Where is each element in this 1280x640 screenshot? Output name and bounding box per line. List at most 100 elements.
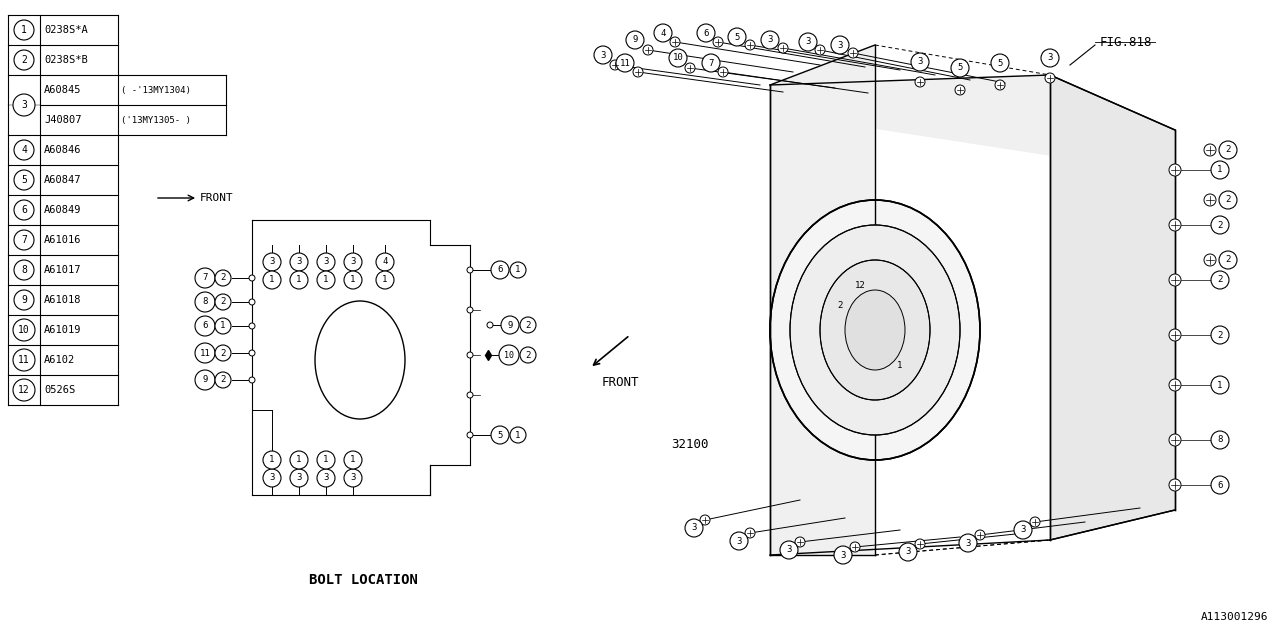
Text: 1: 1 (516, 431, 521, 440)
Text: 2: 2 (525, 321, 531, 330)
Circle shape (1204, 144, 1216, 156)
Circle shape (344, 469, 362, 487)
Text: 3: 3 (840, 550, 846, 559)
Circle shape (1204, 254, 1216, 266)
Circle shape (1219, 251, 1236, 269)
Circle shape (291, 253, 308, 271)
Text: 1: 1 (324, 456, 329, 465)
Text: 5: 5 (20, 175, 27, 185)
Text: 3: 3 (905, 547, 910, 557)
Text: 32100: 32100 (671, 438, 709, 451)
Circle shape (718, 67, 728, 77)
Text: 6: 6 (1217, 481, 1222, 490)
Text: 6: 6 (703, 29, 709, 38)
Circle shape (849, 48, 858, 58)
Text: 2: 2 (525, 351, 531, 360)
Circle shape (13, 379, 35, 401)
Text: 2: 2 (20, 55, 27, 65)
Circle shape (700, 515, 710, 525)
Circle shape (713, 37, 723, 47)
Circle shape (654, 24, 672, 42)
Circle shape (745, 40, 755, 50)
Text: 1: 1 (383, 275, 388, 285)
Polygon shape (771, 45, 876, 555)
Text: 1: 1 (1217, 381, 1222, 390)
Circle shape (14, 290, 35, 310)
Circle shape (492, 261, 509, 279)
Circle shape (492, 426, 509, 444)
Text: 3: 3 (767, 35, 773, 45)
Circle shape (1204, 194, 1216, 206)
Text: FRONT: FRONT (602, 376, 639, 390)
Text: 1: 1 (20, 25, 27, 35)
Text: 2: 2 (220, 298, 225, 307)
Circle shape (262, 271, 282, 289)
Circle shape (262, 451, 282, 469)
Text: 2: 2 (1225, 145, 1230, 154)
Circle shape (215, 294, 230, 310)
Text: 10: 10 (504, 351, 515, 360)
Circle shape (955, 85, 965, 95)
Text: 10: 10 (18, 325, 29, 335)
Circle shape (14, 230, 35, 250)
Text: 2: 2 (220, 349, 225, 358)
Text: 1: 1 (269, 456, 275, 465)
Circle shape (1211, 431, 1229, 449)
Circle shape (850, 542, 860, 552)
Circle shape (1044, 73, 1055, 83)
Text: 2: 2 (1217, 275, 1222, 285)
Circle shape (1169, 219, 1181, 231)
Text: 3: 3 (691, 524, 696, 532)
Circle shape (1211, 271, 1229, 289)
Circle shape (291, 469, 308, 487)
Circle shape (1219, 141, 1236, 159)
Text: 3: 3 (805, 38, 810, 47)
Ellipse shape (790, 225, 960, 435)
Circle shape (376, 271, 394, 289)
Circle shape (762, 31, 780, 49)
Ellipse shape (820, 260, 931, 400)
Text: A60847: A60847 (44, 175, 82, 185)
Circle shape (250, 299, 255, 305)
Circle shape (215, 372, 230, 388)
Circle shape (1219, 191, 1236, 209)
Text: 2: 2 (1225, 255, 1230, 264)
Circle shape (195, 268, 215, 288)
Text: 1: 1 (1217, 166, 1222, 175)
Circle shape (467, 267, 474, 273)
Circle shape (509, 262, 526, 278)
Circle shape (730, 532, 748, 550)
Circle shape (14, 170, 35, 190)
Text: 3: 3 (1020, 525, 1025, 534)
Circle shape (250, 350, 255, 356)
Circle shape (835, 546, 852, 564)
Circle shape (634, 67, 643, 77)
Text: A61017: A61017 (44, 265, 82, 275)
Text: 3: 3 (918, 58, 923, 67)
Circle shape (1014, 521, 1032, 539)
Circle shape (915, 77, 925, 87)
Circle shape (611, 60, 620, 70)
Text: 3: 3 (324, 474, 329, 483)
Text: 1: 1 (351, 456, 356, 465)
Text: 12: 12 (855, 280, 865, 289)
Circle shape (1041, 49, 1059, 67)
Text: 8: 8 (20, 265, 27, 275)
Text: 1: 1 (296, 456, 302, 465)
Circle shape (376, 253, 394, 271)
Text: 4: 4 (383, 257, 388, 266)
Text: 3: 3 (736, 536, 741, 545)
Text: 0238S*B: 0238S*B (44, 55, 88, 65)
Circle shape (1169, 379, 1181, 391)
Text: 1: 1 (296, 275, 302, 285)
Circle shape (1211, 161, 1229, 179)
Circle shape (1211, 216, 1229, 234)
Circle shape (317, 271, 335, 289)
Circle shape (467, 352, 474, 358)
Text: 0238S*A: 0238S*A (44, 25, 88, 35)
Circle shape (1169, 164, 1181, 176)
Circle shape (520, 317, 536, 333)
Text: 2: 2 (1225, 195, 1230, 205)
Text: 3: 3 (351, 474, 356, 483)
Text: 11: 11 (18, 355, 29, 365)
